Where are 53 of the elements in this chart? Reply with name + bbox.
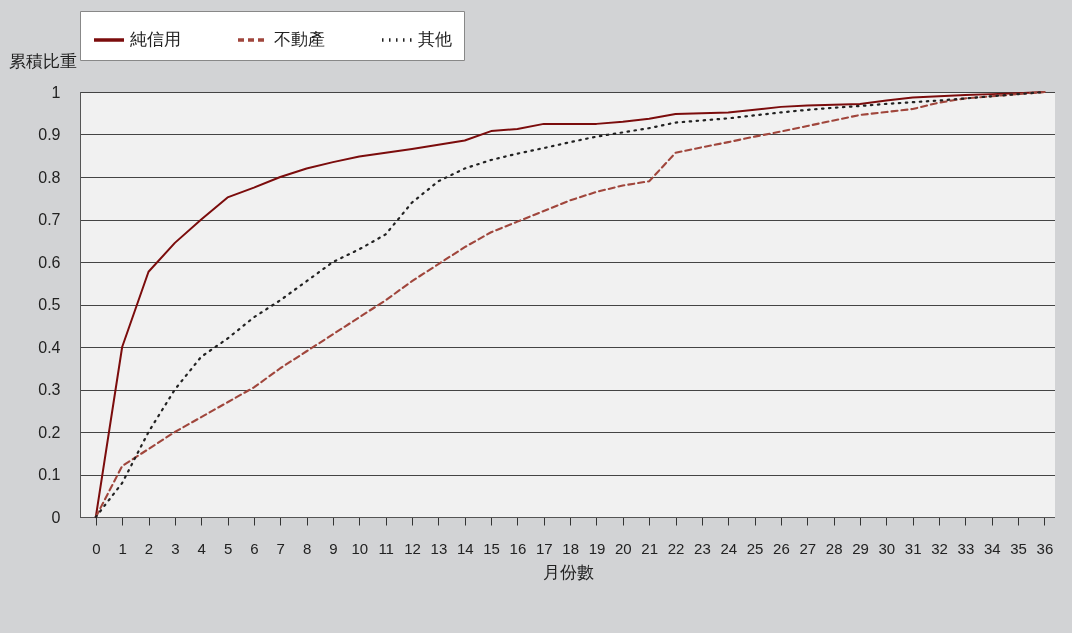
x-tick-label: 26 <box>773 539 790 557</box>
x-tick-label: 35 <box>1010 539 1027 557</box>
x-tick-label: 2 <box>144 539 154 557</box>
y-tick-label: 0.2 <box>38 423 61 441</box>
legend-label: 不動產 <box>274 30 325 49</box>
y-tick-label: 0.6 <box>38 253 61 271</box>
legend-label: 其他 <box>418 30 452 49</box>
x-tick-label: 1 <box>118 539 127 557</box>
x-tick-label: 5 <box>223 539 233 557</box>
x-axis-title: 月份數 <box>542 562 594 582</box>
y-tick-label: 0.3 <box>38 381 61 398</box>
x-tick-label: 32 <box>931 539 948 557</box>
x-tick-label: 19 <box>588 539 606 557</box>
x-tick-label: 17 <box>535 539 553 557</box>
x-tick-label: 12 <box>404 539 421 557</box>
x-tick-label: 6 <box>250 539 259 557</box>
y-tick-label: 0.9 <box>38 126 61 143</box>
y-tick-label: 0.1 <box>38 466 61 483</box>
y-tick-label: 0.8 <box>38 168 61 186</box>
x-tick-label: 22 <box>667 539 685 557</box>
x-tick-label: 34 <box>983 539 1001 557</box>
x-tick-label: 33 <box>957 539 975 557</box>
x-tick-label: 25 <box>746 539 764 557</box>
x-tick-label: 10 <box>351 539 369 557</box>
x-tick-label: 4 <box>197 539 206 557</box>
legend-label: 純信用 <box>130 30 181 49</box>
x-tick-label: 27 <box>799 539 817 557</box>
x-tick-label: 30 <box>878 539 896 557</box>
x-tick-label: 21 <box>641 539 659 557</box>
x-tick-label: 31 <box>904 539 922 557</box>
y-axis-title: 累積比重 <box>8 51 77 71</box>
x-tick-label: 0 <box>92 539 101 557</box>
x-tick-label: 28 <box>825 539 843 557</box>
x-tick-label: 3 <box>171 539 180 557</box>
y-tick-label: 1 <box>51 83 61 101</box>
x-tick-label: 8 <box>302 539 312 557</box>
y-tick-label: 0 <box>51 508 61 526</box>
x-tick-label: 7 <box>276 539 285 557</box>
x-tick-label: 16 <box>509 539 527 557</box>
x-tick-label: 20 <box>614 539 632 557</box>
x-tick-label: 13 <box>430 539 448 557</box>
y-tick-label: 0.4 <box>38 338 61 356</box>
y-tick-label: 0.5 <box>38 296 61 313</box>
x-tick-label: 11 <box>378 539 394 557</box>
x-tick-label: 18 <box>562 539 579 557</box>
x-tick-label: 24 <box>720 539 738 557</box>
x-tick-label: 9 <box>329 539 338 557</box>
x-tick-label: 15 <box>483 539 500 557</box>
x-tick-label: 14 <box>456 539 474 557</box>
x-tick-label: 36 <box>1036 539 1054 557</box>
y-tick-label: 0.7 <box>38 211 61 228</box>
x-tick-label: 29 <box>852 539 869 557</box>
x-tick-label: 23 <box>694 539 711 557</box>
